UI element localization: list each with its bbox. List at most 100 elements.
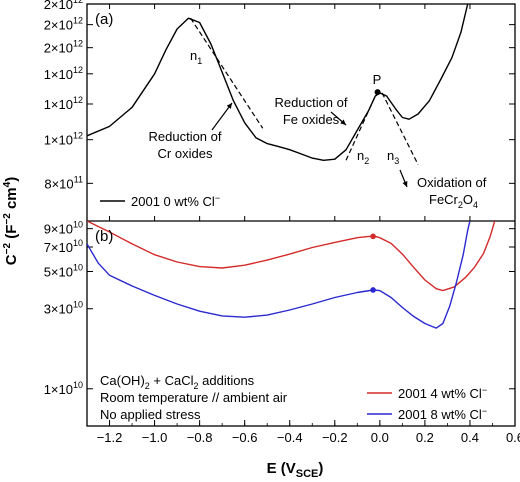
tangent-label: n2 bbox=[357, 148, 369, 166]
x-axis-label: E (VSCE) bbox=[267, 460, 324, 480]
legend-name-sup: − bbox=[215, 193, 220, 203]
y-tick-mantissa: 2×10 bbox=[44, 18, 73, 33]
y-tick-label: 1×1012 bbox=[44, 95, 83, 112]
annotation-line: Cr oxides bbox=[158, 146, 213, 161]
y-tick-label: 3×1010 bbox=[44, 300, 83, 317]
tangent-label-n: n bbox=[387, 148, 394, 163]
y-tick-label: 2×1012 bbox=[44, 0, 83, 12]
annotation-line: Reduction of bbox=[149, 129, 222, 144]
series-marker bbox=[370, 233, 376, 240]
y-axis-label-part: C bbox=[3, 254, 20, 265]
y-tick-exponent: 12 bbox=[73, 95, 83, 105]
y-tick-exponent: 12 bbox=[73, 39, 83, 49]
series-line-b-1 bbox=[87, 221, 471, 329]
series-line-a-0 bbox=[87, 4, 469, 161]
y-tick-label: 1×1010 bbox=[44, 380, 83, 397]
x-tick-label: −1.0 bbox=[142, 430, 168, 445]
legend-label: 2001 0 wt% Cl− bbox=[131, 193, 220, 209]
plot-group bbox=[87, 4, 496, 329]
y-tick-mantissa: 1×10 bbox=[44, 67, 73, 82]
y-tick-label: 7×1010 bbox=[44, 238, 83, 255]
y-tick-label: 8×1011 bbox=[44, 174, 83, 191]
legend-label: 2001 4 wt% Cl− bbox=[398, 385, 487, 401]
tangent-label-sub: 1 bbox=[197, 56, 202, 66]
tangent-label-n: n bbox=[357, 148, 364, 163]
tangent-label: n3 bbox=[387, 148, 399, 166]
plot-frame bbox=[86, 3, 516, 427]
condition-note: Ca(OH)2 + CaCl2 additions bbox=[100, 373, 255, 391]
tangent-line bbox=[190, 17, 264, 129]
annotation-line: Oxidation of bbox=[417, 175, 487, 190]
y-tick-mantissa: 3×10 bbox=[44, 302, 73, 317]
x-tick-label: −0.6 bbox=[232, 430, 258, 445]
x-tick-label: −0.2 bbox=[322, 430, 348, 445]
annotation-formula-part: FeCr bbox=[429, 192, 459, 207]
condition-note: No applied stress bbox=[100, 407, 201, 422]
tangent-line bbox=[381, 92, 419, 165]
y-tick-label: 2×1012 bbox=[44, 16, 83, 33]
y-tick-mantissa: 7×10 bbox=[44, 240, 73, 255]
y-axis-label-part: ) bbox=[3, 177, 20, 182]
y-tick-mantissa: 1×10 bbox=[44, 133, 73, 148]
x-axis-label-main: E (V bbox=[267, 460, 296, 477]
condition-note-part: additions bbox=[199, 373, 255, 388]
annotation-formula: FeCr2O4 bbox=[429, 192, 478, 210]
condition-note-part: 2 bbox=[194, 381, 199, 391]
tangent-label: n1 bbox=[190, 48, 202, 66]
condition-note-part: No applied stress bbox=[100, 407, 201, 422]
x-tick-label: −0.4 bbox=[277, 430, 303, 445]
condition-note: Room temperature // ambient air bbox=[100, 390, 288, 405]
legend-name-sup: − bbox=[482, 406, 487, 416]
y-tick-mantissa: 1×10 bbox=[44, 97, 73, 112]
y-tick-exponent: 10 bbox=[73, 300, 83, 310]
tangent-line bbox=[345, 95, 376, 161]
y-tick-exponent: 12 bbox=[73, 65, 83, 75]
legend-label: 2001 8 wt% Cl− bbox=[398, 406, 487, 422]
series-line-b-0 bbox=[87, 221, 496, 292]
y-tick-label: 2×1012 bbox=[44, 39, 83, 56]
x-tick-label: 0.0 bbox=[371, 430, 389, 445]
y-tick-label: 1×1012 bbox=[44, 131, 83, 148]
peak-marker bbox=[374, 89, 381, 96]
y-tick-mantissa: 8×10 bbox=[44, 176, 73, 191]
y-axis-label-part: −2 bbox=[2, 243, 13, 255]
y-tick-exponent: 12 bbox=[73, 0, 83, 5]
legend-name: 2001 8 wt% Cl bbox=[398, 407, 482, 422]
annotation-line: Fe oxides bbox=[283, 112, 340, 127]
legend-name: 2001 0 wt% Cl bbox=[131, 194, 215, 209]
y-tick-label: 9×1010 bbox=[44, 220, 83, 237]
annotation-line: Reduction of bbox=[275, 95, 348, 110]
x-axis-label-close: ) bbox=[318, 460, 323, 477]
annotation-formula-part: O bbox=[463, 192, 473, 207]
y-tick-exponent: 10 bbox=[73, 380, 83, 390]
y-tick-mantissa: 2×10 bbox=[44, 0, 73, 12]
y-axis-label-part: (F bbox=[3, 225, 20, 243]
y-tick-exponent: 12 bbox=[73, 131, 83, 141]
y-tick-mantissa: 5×10 bbox=[44, 265, 73, 280]
y-tick-mantissa: 1×10 bbox=[44, 382, 73, 397]
y-tick-label: 5×1010 bbox=[44, 263, 83, 280]
tangent-label-sub: 3 bbox=[394, 156, 399, 166]
legend-name: 2001 4 wt% Cl bbox=[398, 386, 482, 401]
condition-note-part: + CaCl bbox=[150, 373, 194, 388]
y-axis-label: C−2 (F−2 cm4) bbox=[2, 177, 20, 265]
series-marker bbox=[370, 287, 376, 293]
x-tick-label: 0.2 bbox=[416, 430, 434, 445]
condition-note-part: Ca(OH) bbox=[100, 373, 145, 388]
x-tick-label: −0.8 bbox=[187, 430, 213, 445]
y-tick-label: 1×1012 bbox=[44, 65, 83, 82]
y-tick-mantissa: 9×10 bbox=[44, 222, 73, 237]
arrow-cr-oxides-head bbox=[226, 103, 232, 109]
x-tick-label: 0.6 bbox=[506, 430, 520, 445]
tangent-label-sub: 2 bbox=[364, 156, 369, 166]
y-tick-exponent: 10 bbox=[73, 263, 83, 273]
axes-group: −1.2 −1.0 −0.8 −0.6 −0.4 −0.2 0.0 0.2 0.4 0.6 8×10… bbox=[44, 0, 520, 445]
peak-label: P bbox=[373, 72, 382, 87]
annotation-formula-part: 4 bbox=[473, 200, 478, 210]
x-tick-label: −1.2 bbox=[97, 430, 123, 445]
y-tick-exponent: 10 bbox=[73, 238, 83, 248]
x-tick-label: 0.4 bbox=[461, 430, 479, 445]
arrow-cr-oxides bbox=[211, 102, 233, 131]
